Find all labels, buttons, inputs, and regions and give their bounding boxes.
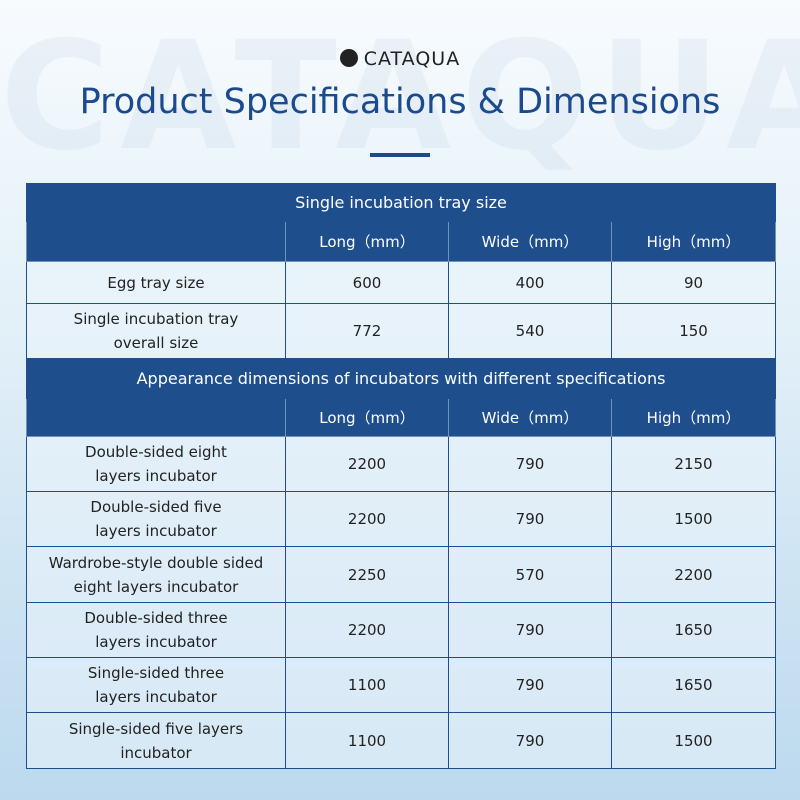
value-cell: 790 bbox=[448, 491, 612, 547]
value-cell: 1100 bbox=[285, 657, 449, 713]
value-cell: 150 bbox=[610, 303, 777, 359]
column-header: High（mm） bbox=[610, 398, 777, 437]
row-label-line: layers incubator bbox=[95, 688, 217, 706]
row-label: Double-sided three layers incubator bbox=[26, 602, 286, 658]
column-header-row: Long（mm） Wide（mm） High（mm） bbox=[26, 221, 777, 262]
value-cell: 600 bbox=[285, 261, 449, 304]
section-row: Appearance dimensions of incubators with… bbox=[25, 358, 777, 399]
value-cell: 2200 bbox=[610, 546, 777, 603]
value-cell: 1500 bbox=[610, 712, 777, 769]
value-cell: 90 bbox=[610, 261, 777, 304]
value-cell: 540 bbox=[448, 303, 612, 359]
value-cell: 790 bbox=[448, 657, 612, 713]
value-cell: 2250 bbox=[285, 546, 449, 603]
corner-cell bbox=[26, 398, 286, 437]
value-cell: 790 bbox=[448, 436, 612, 492]
column-header: Wide（mm） bbox=[448, 221, 612, 262]
spec-table: Single incubation tray size Long（mm） Wide（… bbox=[25, 183, 777, 769]
value-cell: 790 bbox=[448, 602, 612, 658]
row-label-line: Single-sided five layers bbox=[68, 719, 244, 738]
row-label: Double-sided five layers incubator bbox=[26, 491, 286, 547]
column-header: High（mm） bbox=[610, 221, 777, 262]
section-title: Appearance dimensions of incubators with… bbox=[25, 358, 777, 399]
value-cell: 400 bbox=[448, 261, 612, 304]
data-row: Single-sided five layers incubator 1100 790… bbox=[26, 712, 777, 769]
value-cell: 1650 bbox=[610, 657, 777, 713]
value-cell: 1650 bbox=[610, 602, 777, 658]
row-label-line: Double-sided three bbox=[84, 609, 228, 627]
logo bbox=[339, 49, 358, 67]
row-label-line: Single incubation tray bbox=[73, 310, 239, 328]
row-label-line: Egg tray size bbox=[107, 273, 205, 292]
value-cell: 2200 bbox=[285, 602, 449, 658]
title-underline bbox=[370, 153, 430, 157]
column-header: Long（mm） bbox=[285, 221, 449, 262]
section-title: Single incubation tray size bbox=[25, 183, 777, 222]
data-row: Double-sided eight layers incubator 2200 79… bbox=[26, 436, 777, 492]
data-row: Single-sided three layers incubator 1100 79… bbox=[26, 657, 777, 713]
data-row: Double-sided three layers incubator 2200 79… bbox=[26, 602, 777, 658]
value-cell: 772 bbox=[285, 303, 449, 359]
data-row: Double-sided five layers incubator 2200 790… bbox=[26, 491, 777, 547]
value-cell: 1100 bbox=[285, 712, 449, 769]
row-label-line: Single-sided three bbox=[87, 664, 225, 682]
row-label: Double-sided eight layers incubator bbox=[26, 436, 286, 492]
column-header: Wide（mm） bbox=[448, 398, 612, 437]
value-cell: 570 bbox=[448, 546, 612, 603]
data-row: Egg tray size 600 400 90 bbox=[26, 261, 777, 304]
column-header: Long（mm） bbox=[285, 398, 449, 437]
row-label: Egg tray size bbox=[26, 261, 286, 304]
title: Product Specifications & Dimensions bbox=[79, 82, 721, 122]
data-row: Wardrobe-style double sided eight layers … bbox=[26, 546, 777, 603]
data-row: Single incubation tray overall size 772 540… bbox=[26, 303, 777, 359]
brand-name: CATAQUA bbox=[363, 48, 461, 70]
row-label-line: layers incubator bbox=[95, 467, 217, 485]
value-cell: 2200 bbox=[285, 491, 449, 547]
row-label-line: overall size bbox=[113, 334, 199, 352]
row-label-line: Double-sided five bbox=[90, 498, 222, 516]
row-label-line: layers incubator bbox=[95, 522, 217, 540]
column-header-row: Long（mm） Wide（mm） High（mm） bbox=[26, 398, 777, 437]
section-row: Single incubation tray size bbox=[25, 183, 777, 222]
row-label-line: layers incubator bbox=[95, 633, 217, 651]
corner-cell bbox=[26, 221, 286, 262]
row-label: Wardrobe-style double sided eight layers … bbox=[26, 546, 286, 603]
row-label-line: eight layers incubator bbox=[73, 577, 239, 596]
row-label-line: incubator bbox=[120, 743, 192, 762]
value-cell: 2150 bbox=[610, 436, 777, 492]
row-label: Single-sided three layers incubator bbox=[26, 657, 286, 713]
brand: CATAQUA bbox=[0, 48, 800, 70]
value-cell: 1500 bbox=[610, 491, 777, 547]
row-label-line: Wardrobe-style double sided bbox=[48, 553, 264, 572]
row-label: Single incubation tray overall size bbox=[26, 303, 286, 359]
value-cell: 790 bbox=[448, 712, 612, 769]
value-cell: 2200 bbox=[285, 436, 449, 492]
row-label-line: Double-sided eight bbox=[85, 443, 227, 461]
row-label: Single-sided five layers incubator bbox=[26, 712, 286, 769]
